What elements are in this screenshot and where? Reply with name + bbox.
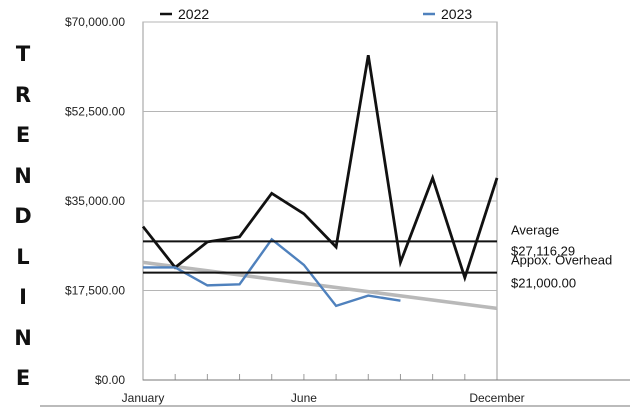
legend: 2022 2023 — [160, 6, 472, 22]
title-letter: T — [15, 42, 31, 66]
x-tick-label: December — [469, 391, 524, 405]
x-tick-label: June — [291, 391, 317, 405]
reference-value: $21,000.00 — [511, 276, 576, 291]
series-line — [141, 55, 499, 283]
x-axis-ticks: January June December — [122, 391, 525, 405]
title-letter: D — [14, 204, 32, 228]
y-axis-ticks: $0.00 $17,500.00 $35,000.00 $52,500.00 $70,0… — [65, 15, 125, 387]
title-letter: L — [16, 244, 30, 269]
y-tick-label: $35,000.00 — [65, 194, 125, 208]
title-letter: E — [15, 123, 31, 147]
reference-label: Appox. Overhead — [511, 253, 612, 268]
legend-label: 2022 — [178, 6, 209, 22]
y-tick-label: $52,500.00 — [65, 105, 125, 119]
title-letter: R — [14, 82, 32, 107]
title-letter: N — [14, 325, 32, 350]
y-tick-label: $17,500.00 — [65, 284, 125, 298]
title-letter: N — [14, 163, 32, 188]
series-layer — [141, 55, 499, 311]
title-letter: E — [15, 366, 31, 390]
grid-lines — [40, 21, 630, 407]
reference-label: Average — [511, 222, 559, 237]
x-tick-label: January — [122, 391, 165, 405]
y-tick-label: $70,000.00 — [65, 15, 125, 29]
reference-value: $27,116.29 — [511, 243, 575, 258]
legend-label: 2023 — [441, 6, 472, 22]
title-letter: I — [19, 285, 27, 309]
y-tick-label: $0.00 — [95, 373, 125, 387]
